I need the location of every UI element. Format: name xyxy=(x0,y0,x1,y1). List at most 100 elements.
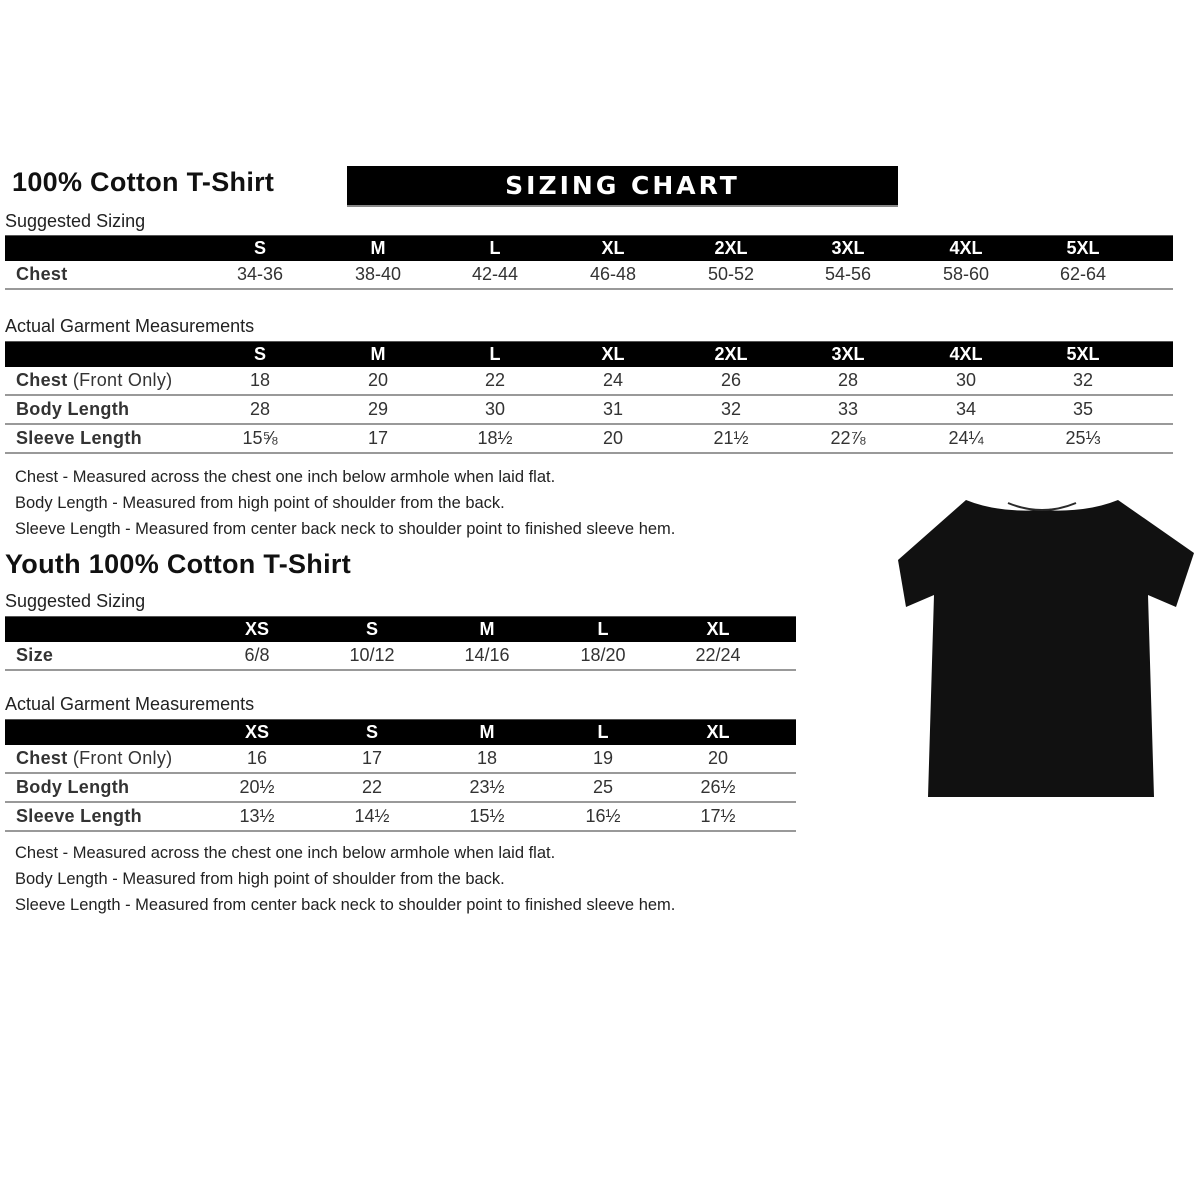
table-cell: 6/8 xyxy=(244,645,270,665)
adult-suggested-label: Suggested Sizing xyxy=(5,211,146,231)
size-header-cell: L xyxy=(489,344,501,364)
table-cell: 14½ xyxy=(354,806,390,826)
row-label-detail: (Front Only) xyxy=(67,370,173,390)
table-cell: 33 xyxy=(837,399,859,419)
table-cell: 16½ xyxy=(585,806,621,826)
youth-actual-label: Actual Garment Measurements xyxy=(5,694,255,714)
table-cell: 25⅓ xyxy=(1065,428,1101,448)
youth-note: Body Length - Measured from high point o… xyxy=(15,870,505,888)
size-header-cell: XL xyxy=(601,238,625,258)
table-cell: 32 xyxy=(720,399,742,419)
table-row: Chest 34-36 38-40 42-44 46-48 50-52 54-56 58-60… xyxy=(5,261,1173,290)
table-cell: 62-64 xyxy=(1059,264,1107,284)
table-cell: 34-36 xyxy=(236,264,284,284)
size-header-row: XS S M L XL xyxy=(5,616,796,642)
size-header-cell: L xyxy=(597,722,609,742)
table-cell: 22⅞ xyxy=(830,428,866,448)
table-cell: 17½ xyxy=(700,806,736,826)
row-label-main: Chest xyxy=(16,370,68,390)
table-cell: 50-52 xyxy=(707,264,755,284)
table-cell: 35 xyxy=(1072,399,1094,419)
youth-note: Chest - Measured across the chest one in… xyxy=(15,844,556,862)
adult-actual-table: S M L XL 2XL 3XL 4XL 5XL Chest (Front Only) 18 20 2… xyxy=(5,341,1173,454)
row-label: Size xyxy=(16,642,53,669)
size-header-cell: 4XL xyxy=(949,238,983,258)
table-cell: 17 xyxy=(367,428,389,448)
table-cell: 20 xyxy=(707,748,729,768)
table-cell: 29 xyxy=(367,399,389,419)
size-header-row: S M L XL 2XL 3XL 4XL 5XL xyxy=(5,341,1173,367)
adult-title: 100% Cotton T-Shirt xyxy=(12,167,275,197)
table-cell: 28 xyxy=(249,399,271,419)
size-header-cell: 5XL xyxy=(1066,344,1100,364)
table-cell: 58-60 xyxy=(942,264,990,284)
table-cell: 14/16 xyxy=(464,645,510,665)
row-label-main: Sleeve Length xyxy=(16,806,142,826)
table-cell: 24 xyxy=(602,370,624,390)
table-cell: 22/24 xyxy=(695,645,741,665)
table-cell: 23½ xyxy=(469,777,505,797)
size-header-cell: L xyxy=(489,238,501,258)
table-cell: 13½ xyxy=(239,806,275,826)
youth-title: Youth 100% Cotton T-Shirt xyxy=(5,549,351,579)
table-cell: 22 xyxy=(361,777,383,797)
row-label-main: Body Length xyxy=(16,777,130,797)
size-header-cell: S xyxy=(365,722,379,742)
sizing-chart-banner: SIZING CHART xyxy=(347,166,898,207)
table-row: Chest (Front Only) 16 17 18 19 20 xyxy=(5,745,796,774)
size-header-cell: XL xyxy=(706,722,730,742)
table-cell: 24¼ xyxy=(948,428,984,448)
tshirt-image xyxy=(898,500,1194,797)
table-cell: 21½ xyxy=(713,428,749,448)
table-row: Body Length 20½ 22 23½ 25 26½ xyxy=(5,774,796,803)
row-label-detail: (Front Only) xyxy=(67,748,173,768)
table-cell: 18 xyxy=(476,748,498,768)
row-label-main: Size xyxy=(16,645,54,665)
row-label-main: Chest xyxy=(16,748,68,768)
table-cell: 18 xyxy=(249,370,271,390)
size-header-cell: M xyxy=(479,619,495,639)
table-cell: 32 xyxy=(1072,370,1094,390)
table-cell: 26 xyxy=(720,370,742,390)
row-label: Chest (Front Only) xyxy=(16,367,172,394)
size-header-cell: XL xyxy=(601,344,625,364)
table-cell: 28 xyxy=(837,370,859,390)
row-label-main: Chest xyxy=(16,264,68,284)
size-header-cell: M xyxy=(370,344,386,364)
table-cell: 30 xyxy=(955,370,977,390)
youth-note: Sleeve Length - Measured from center bac… xyxy=(15,896,676,914)
table-cell: 34 xyxy=(955,399,977,419)
table-row: Chest (Front Only) 18 20 22 24 26 28 30 32 xyxy=(5,367,1173,396)
size-header-cell: XL xyxy=(706,619,730,639)
size-header-cell: M xyxy=(370,238,386,258)
size-header-cell: XS xyxy=(244,722,270,742)
table-row: Body Length 28 29 30 31 32 33 34 35 xyxy=(5,396,1173,425)
table-cell: 19 xyxy=(592,748,614,768)
table-cell: 22 xyxy=(484,370,506,390)
size-header-cell: S xyxy=(365,619,379,639)
table-cell: 10/12 xyxy=(349,645,395,665)
youth-actual-table: XS S M L XL Chest (Front Only) 16 17 18 19 20 Body … xyxy=(5,719,796,832)
table-cell: 20 xyxy=(602,428,624,448)
size-header-row: XS S M L XL xyxy=(5,719,796,745)
size-header-cell: 3XL xyxy=(831,238,865,258)
size-header-row: S M L XL 2XL 3XL 4XL 5XL xyxy=(5,235,1173,261)
table-row: Size 6/8 10/12 14/16 18/20 22/24 xyxy=(5,642,796,671)
adult-note: Sleeve Length - Measured from center bac… xyxy=(15,520,676,538)
table-cell: 46-48 xyxy=(589,264,637,284)
table-cell: 16 xyxy=(246,748,268,768)
table-row: Sleeve Length 15⅝ 17 18½ 20 21½ 22⅞ 24¼ 25⅓ xyxy=(5,425,1173,454)
table-cell: 18/20 xyxy=(580,645,626,665)
row-label-main: Body Length xyxy=(16,399,130,419)
size-header-cell: L xyxy=(597,619,609,639)
row-label: Chest (Front Only) xyxy=(16,745,172,772)
table-cell: 30 xyxy=(484,399,506,419)
size-header-cell: S xyxy=(253,344,267,364)
size-header-cell: 2XL xyxy=(714,344,748,364)
row-label: Sleeve Length xyxy=(16,425,142,452)
youth-suggested-table: XS S M L XL Size 6/8 10/12 14/16 18/20 22/24 xyxy=(5,616,796,671)
table-cell: 38-40 xyxy=(354,264,402,284)
size-header-cell: 5XL xyxy=(1066,238,1100,258)
table-cell: 25 xyxy=(592,777,614,797)
size-header-cell: 3XL xyxy=(831,344,865,364)
